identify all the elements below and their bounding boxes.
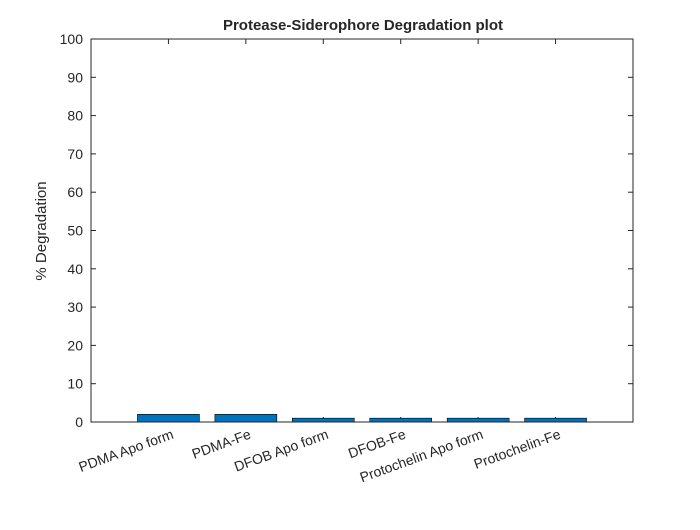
chart-title: Protease-Siderophore Degradation plot — [223, 17, 503, 34]
bar — [137, 414, 200, 423]
bar — [214, 414, 278, 423]
y-tick-label: 80 — [67, 108, 83, 124]
y-tick-label: 30 — [67, 299, 83, 315]
bar — [446, 417, 510, 423]
y-tick-label: 60 — [67, 184, 83, 200]
y-tick-label: 90 — [67, 69, 83, 85]
y-tick-label: 20 — [67, 337, 83, 353]
y-axis-label: % Degradation — [33, 181, 50, 280]
y-tick-label: 0 — [75, 414, 83, 430]
y-tick-labels: 0 10 20 30 40 50 60 70 80 90 100 — [60, 31, 84, 430]
bars — [137, 414, 587, 423]
y-tick-label: 100 — [60, 31, 84, 47]
y-tick-label: 40 — [67, 261, 83, 277]
y-tick-label: 10 — [67, 376, 83, 392]
bar — [292, 417, 355, 423]
y-tick-label: 70 — [67, 146, 83, 162]
bar — [369, 417, 432, 423]
y-tick-label: 50 — [67, 223, 83, 239]
axis-ticks — [91, 38, 633, 423]
plot-area-box — [90, 38, 634, 423]
bar — [524, 417, 587, 423]
x-tick-label: Protochelin-Fe — [472, 426, 563, 472]
x-tick-label: PDMA Apo form — [76, 426, 175, 475]
